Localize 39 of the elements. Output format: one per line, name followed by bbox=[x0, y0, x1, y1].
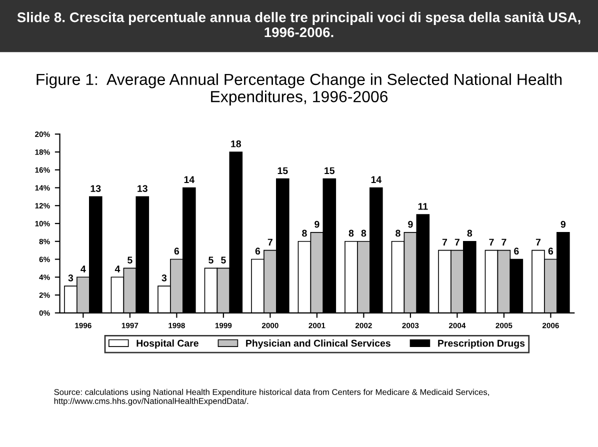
data-label: 6 bbox=[514, 248, 519, 255]
data-label: 7 bbox=[502, 238, 506, 246]
data-label: 9 bbox=[408, 220, 413, 228]
chart-subtitle: Figure 1: Average Annual Percentage Change in Selected National Health Expenditures, 1996-2006 bbox=[36, 73, 562, 106]
legend-label: Hospital Care bbox=[136, 340, 198, 349]
data-label: 18 bbox=[231, 140, 242, 148]
data-label: 3 bbox=[68, 274, 74, 282]
data-label: 7 bbox=[454, 238, 460, 246]
data-label: 9 bbox=[560, 220, 566, 228]
data-label: 6 bbox=[174, 248, 180, 255]
source-note: Source: calculations using National Health Expenditure historical data from Centers for Medicare & Medicaid Services, http://www.cms.hhs.gov/NationalHealthExpendData/. bbox=[54, 388, 489, 406]
data-label: 7 bbox=[489, 238, 494, 246]
data-label: 14 bbox=[371, 176, 382, 183]
data-label: 8 bbox=[302, 230, 307, 237]
data-label: 4 bbox=[80, 266, 86, 272]
data-label: 8 bbox=[396, 230, 400, 237]
data-label: 6 bbox=[548, 248, 554, 255]
data-label: 15 bbox=[278, 167, 288, 174]
data-label: 11 bbox=[418, 203, 428, 210]
data-label: 8 bbox=[348, 230, 354, 237]
chart-title: Slide 8. Crescita percentuale annua delle tre principali voci di spesa della sanità USA, 1996-2006. bbox=[17, 12, 580, 38]
data-label: 7 bbox=[268, 238, 272, 246]
data-label: 7 bbox=[536, 238, 541, 246]
data-label: 6 bbox=[255, 248, 260, 255]
data-label: 5 bbox=[208, 256, 214, 264]
legend-label: Prescription Drugs bbox=[438, 340, 525, 349]
data-label: 8 bbox=[467, 230, 472, 237]
data-label: 15 bbox=[324, 167, 335, 174]
legend-label: Physician and Clinical Services bbox=[246, 340, 390, 349]
data-label: 7 bbox=[442, 238, 448, 246]
data-label: 9 bbox=[314, 220, 320, 228]
data-label: 13 bbox=[138, 185, 148, 192]
data-label: 13 bbox=[90, 185, 101, 192]
data-label: 14 bbox=[184, 176, 195, 183]
data-label: 8 bbox=[361, 230, 366, 237]
data-label: 4 bbox=[114, 266, 120, 272]
data-label: 5 bbox=[128, 256, 132, 264]
data-label: 5 bbox=[221, 256, 226, 264]
data-label: 3 bbox=[162, 274, 167, 282]
